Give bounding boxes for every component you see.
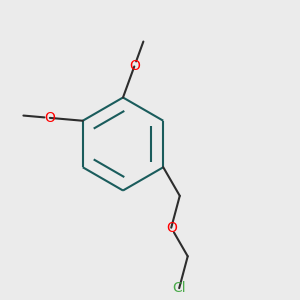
Text: O: O xyxy=(129,59,140,74)
Text: O: O xyxy=(166,221,177,235)
Text: Cl: Cl xyxy=(172,281,186,295)
Text: O: O xyxy=(44,111,55,125)
